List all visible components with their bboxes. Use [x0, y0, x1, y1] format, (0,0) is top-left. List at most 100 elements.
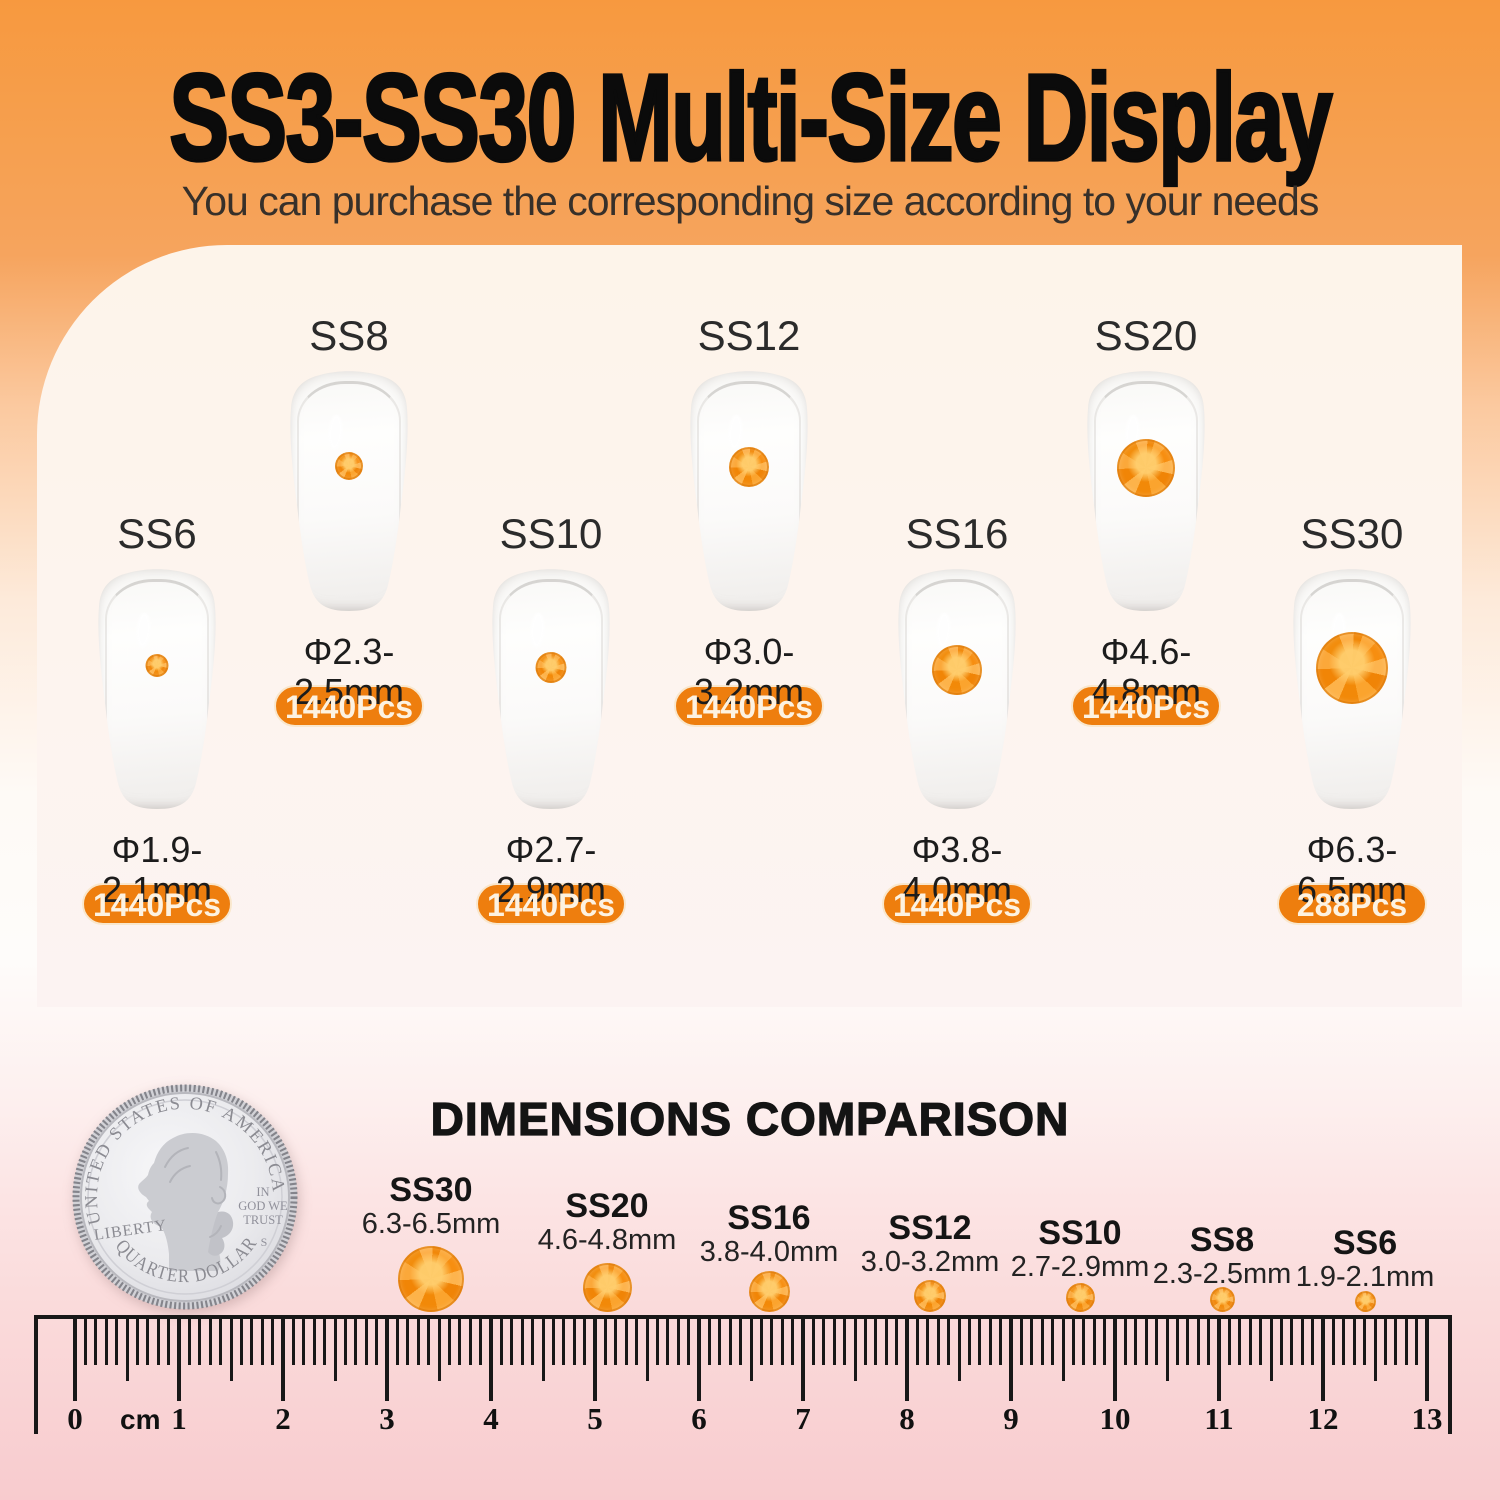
- nail-tip: [687, 369, 811, 612]
- ruler-tick: [458, 1319, 462, 1365]
- nail-tip: [95, 567, 219, 810]
- ruler-tick: [707, 1319, 711, 1365]
- ruler-tick: [551, 1319, 555, 1365]
- ruler-number: 0: [67, 1401, 83, 1436]
- ruler-tick: [562, 1319, 566, 1365]
- ruler-tick: [635, 1319, 639, 1365]
- cmp-item-ss6: SS6 1.9-2.1mm: [1270, 1225, 1460, 1294]
- nail-tip: [895, 567, 1019, 810]
- coin-motto-line3: TRUST: [243, 1213, 283, 1227]
- cmp-dot-ss20: [582, 1263, 632, 1312]
- cmp-size-range: 3.8-4.0mm: [699, 1236, 839, 1268]
- cmp-size-range: 3.0-3.2mm: [860, 1246, 1000, 1278]
- ruler-tick: [187, 1319, 191, 1365]
- ruler-tick: [271, 1319, 275, 1365]
- ruler-tick: [655, 1319, 659, 1365]
- ruler-tick: [1248, 1319, 1252, 1365]
- ruler-tick: [1144, 1319, 1148, 1365]
- ruler-tick: [718, 1319, 722, 1365]
- ruler-tick: [135, 1319, 139, 1365]
- ruler-tick: [1082, 1319, 1086, 1365]
- ruler-tick: [728, 1319, 732, 1365]
- ruler-tick: [1123, 1319, 1127, 1365]
- ruler-tick: [583, 1319, 587, 1365]
- ruler-tick: [1363, 1319, 1367, 1365]
- gloss-highlight: [530, 613, 545, 648]
- ruler-tick: [811, 1319, 815, 1365]
- cmp-item-ss30: SS30 6.3-6.5mm: [336, 1172, 526, 1241]
- ruler-tick: [1217, 1319, 1221, 1401]
- ruler-number: 6: [691, 1401, 707, 1436]
- ruler-number: 10: [1099, 1401, 1131, 1436]
- cmp-item-ss10: SS10 2.7-2.9mm: [985, 1215, 1175, 1284]
- ruler-tick: [697, 1319, 701, 1401]
- rhinestone-gem: [335, 452, 363, 480]
- ruler-right-edge: [1448, 1315, 1452, 1434]
- cmp-size-range: 6.3-6.5mm: [361, 1208, 501, 1240]
- ruler-tick: [1300, 1319, 1304, 1365]
- ruler-tick: [1092, 1319, 1096, 1365]
- ruler-number: 9: [1003, 1401, 1019, 1436]
- ruler-tick: [1134, 1319, 1138, 1365]
- count-badge: 1440Pcs: [882, 883, 1032, 925]
- gloss-highlight: [136, 613, 151, 648]
- size-label: SS12: [697, 312, 801, 359]
- ruler-tick: [437, 1319, 441, 1381]
- ruler-tick: [208, 1319, 212, 1365]
- ruler-tick: [957, 1319, 961, 1381]
- rhinestone-gem: [729, 447, 769, 487]
- ruler-tick: [1196, 1319, 1200, 1365]
- ruler-tick: [1373, 1319, 1377, 1381]
- ruler-tick: [364, 1319, 368, 1365]
- ruler-tick: [146, 1319, 150, 1365]
- ruler-tick: [666, 1319, 670, 1365]
- size-label: SS10: [499, 510, 603, 557]
- ruler-tick: [1290, 1319, 1294, 1365]
- nail-item-ss6: SS6 Φ1.9-2.1mm 1440Pcs: [57, 513, 257, 925]
- ruler-tick: [572, 1319, 576, 1365]
- coin-reeding: [72, 1084, 298, 1310]
- ruler-tick: [1227, 1319, 1231, 1365]
- ruler-tick: [499, 1319, 503, 1365]
- ruler-tick: [624, 1319, 628, 1365]
- ruler-number: 3: [379, 1401, 395, 1436]
- ruler-tick: [1279, 1319, 1283, 1365]
- ruler-tick: [510, 1319, 514, 1365]
- ruler-tick: [895, 1319, 899, 1365]
- rhinestone-gem: [146, 654, 169, 677]
- ruler-tick: [1404, 1319, 1408, 1365]
- ruler-tick: [780, 1319, 784, 1365]
- ruler-tick: [1269, 1319, 1273, 1381]
- ruler-number: 11: [1204, 1401, 1234, 1436]
- coin-motto-line2: GOD WE: [238, 1199, 288, 1213]
- page-title-text: SS3-SS30 Multi-Size Display: [168, 48, 1334, 187]
- ruler-tick: [947, 1319, 951, 1365]
- ruler-tick: [291, 1319, 295, 1365]
- coin-rim-line: [87, 1099, 283, 1295]
- ruler-tick: [531, 1319, 535, 1365]
- ruler-tick: [614, 1319, 618, 1365]
- ruler-tick: [1040, 1319, 1044, 1365]
- ruler-tick: [676, 1319, 680, 1365]
- cmp-size-range: 1.9-2.1mm: [1295, 1261, 1435, 1293]
- page-title: SS3-SS30 Multi-Size Display: [0, 50, 1500, 212]
- diameter-label: Φ3.8-4.0mm: [902, 829, 1012, 910]
- cmp-dot-ss16: [748, 1271, 790, 1312]
- ruler-tick: [770, 1319, 774, 1365]
- count-badge: 288Pcs: [1277, 883, 1427, 925]
- rhinestone-gem: [1316, 632, 1388, 704]
- ruler-tick: [791, 1319, 795, 1365]
- ruler-tick: [541, 1319, 545, 1381]
- ruler-tick: [1061, 1319, 1065, 1381]
- ruler-tick: [936, 1319, 940, 1365]
- cmp-dot-ss12: [914, 1280, 946, 1312]
- ruler-tick: [1352, 1319, 1356, 1365]
- cmp-item-ss20: SS20 4.6-4.8mm: [512, 1188, 702, 1257]
- count-badge: 1440Pcs: [674, 685, 824, 727]
- ruler-tick: [593, 1319, 597, 1401]
- ruler-tick: [333, 1319, 337, 1381]
- ruler-tick: [1394, 1319, 1398, 1365]
- diameter-label: Φ3.0-3.2mm: [694, 631, 804, 712]
- nail-item-ss20: SS20 Φ4.6-4.8mm 1440Pcs: [1046, 315, 1246, 727]
